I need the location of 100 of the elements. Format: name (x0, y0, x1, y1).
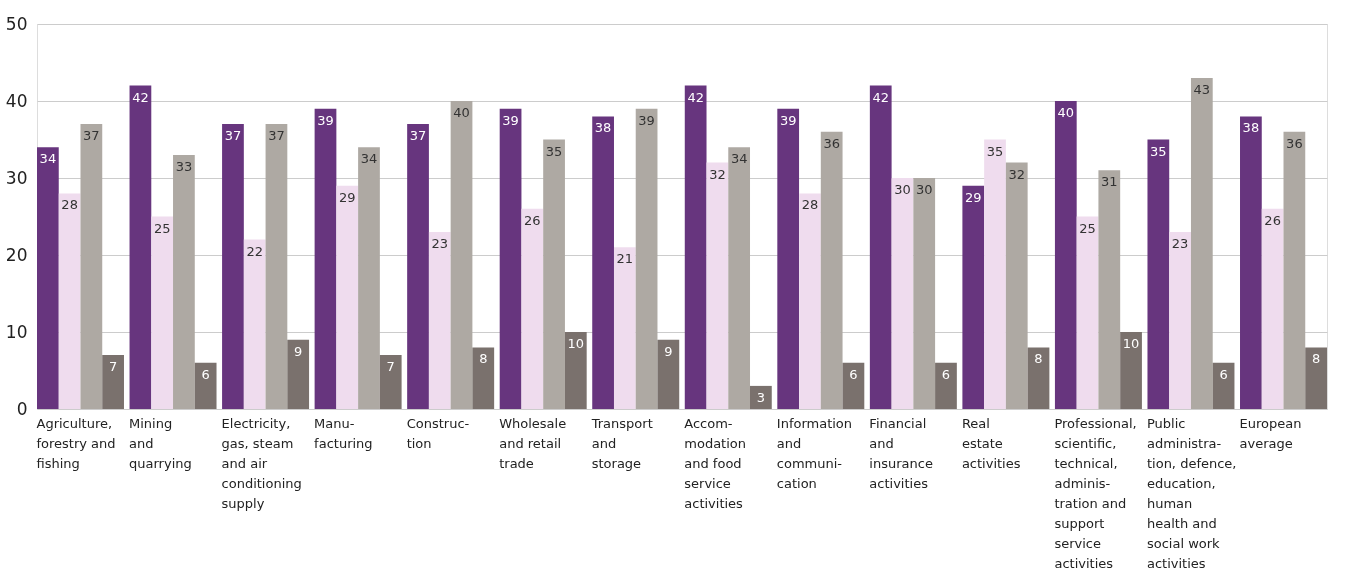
data-label: 9 (294, 343, 303, 359)
bar (407, 124, 429, 409)
y-tick-label: 20 (5, 244, 28, 265)
bar (1240, 116, 1262, 409)
bar (684, 85, 707, 409)
data-label: 37 (268, 128, 285, 144)
x-tick-label: Wholesale and retail trade (499, 415, 567, 471)
data-label: 39 (638, 112, 655, 128)
data-label: 32 (1008, 166, 1026, 182)
x-tick-label: Transport and storage (590, 415, 653, 471)
bar (80, 124, 103, 409)
data-label: 34 (39, 151, 57, 167)
data-label: 28 (801, 197, 819, 213)
data-label: 10 (567, 336, 585, 351)
data-label: 38 (594, 120, 612, 136)
bar (1076, 216, 1099, 409)
data-label: 29 (964, 189, 982, 205)
data-label: 21 (616, 251, 634, 267)
bar (635, 108, 658, 409)
bar (428, 231, 451, 409)
bar (962, 185, 985, 409)
data-label: 37 (83, 128, 100, 144)
bar (243, 239, 266, 409)
data-label: 33 (175, 158, 193, 174)
data-label: 30 (915, 182, 933, 197)
data-label: 39 (502, 112, 519, 128)
data-label: 6 (849, 366, 858, 382)
x-tick-label: Agriculture, forestry and fishing (36, 415, 116, 471)
data-label: 42 (132, 89, 149, 105)
bar (358, 147, 380, 409)
data-label: 8 (479, 351, 488, 367)
data-label: 35 (545, 143, 563, 159)
y-tick-label: 40 (5, 90, 28, 111)
data-label: 42 (687, 89, 704, 105)
bar (842, 362, 865, 409)
bar (1261, 208, 1284, 409)
data-label: 8 (1034, 351, 1043, 367)
data-label: 26 (524, 212, 541, 228)
x-tick-label: Professional, scientific, technical, adminis- tration and support service activities (1054, 415, 1137, 571)
data-label: 26 (1264, 212, 1281, 228)
x-tick-label: Real estate activities (961, 415, 1021, 471)
bar (222, 124, 244, 409)
data-label: 7 (386, 359, 395, 375)
bar (1283, 131, 1306, 409)
y-tick-label: 10 (5, 321, 28, 342)
bar (592, 116, 614, 409)
bar (194, 362, 217, 409)
x-tick-label: Mining and quarrying (129, 415, 192, 471)
bar (913, 178, 936, 409)
data-label: 29 (338, 189, 356, 205)
data-label: 43 (1193, 81, 1211, 97)
data-label: 37 (224, 128, 242, 144)
data-label: 32 (709, 166, 726, 182)
bar (336, 185, 359, 409)
y-tick-label: 50 (5, 13, 28, 34)
data-label: 30 (894, 182, 911, 197)
bar (287, 339, 310, 409)
data-label: 6 (941, 366, 951, 382)
x-tick-label: Electricity, gas, steam and air conditioning supply (221, 415, 302, 511)
data-label: 23 (1171, 235, 1189, 251)
data-label: 28 (61, 197, 78, 213)
data-label: 35 (986, 143, 1004, 159)
data-label: 10 (1122, 336, 1140, 351)
data-label: 40 (1057, 105, 1075, 120)
bar (1212, 362, 1235, 409)
data-label: 39 (317, 112, 334, 128)
bar (1005, 162, 1028, 409)
bar (129, 85, 152, 409)
x-tick-label: Financial and insurance activities (869, 415, 933, 491)
data-label: 3 (756, 389, 766, 405)
data-label: 8 (1311, 351, 1321, 367)
bar (450, 101, 473, 409)
data-label: 42 (872, 89, 889, 105)
data-label: 25 (153, 220, 171, 236)
bar (1147, 139, 1170, 409)
bar (37, 147, 59, 409)
data-label: 37 (409, 128, 427, 144)
data-label: 22 (246, 243, 263, 259)
bar (799, 193, 821, 409)
bar (613, 247, 636, 409)
bar (1120, 332, 1142, 409)
bar (657, 339, 680, 409)
bar (379, 355, 402, 409)
y-tick-label: 0 (16, 398, 28, 419)
x-tick-label: Information and communi- cation (776, 415, 853, 491)
bar (1305, 347, 1327, 409)
x-tick-label: Manu- facturing (314, 415, 373, 451)
bar (472, 347, 495, 409)
bar (102, 355, 124, 409)
data-label: 36 (823, 135, 840, 151)
data-label: 6 (1219, 366, 1228, 382)
x-tick-label: European average (1239, 415, 1302, 451)
bar (1098, 170, 1121, 409)
bar (984, 139, 1006, 409)
bar (1190, 77, 1213, 409)
x-tick-label: Public administra- tion, defence, education, human health and social work activities (1146, 415, 1237, 571)
data-label: 6 (201, 366, 210, 382)
data-label: 23 (431, 235, 449, 251)
bar (151, 216, 174, 409)
bar (1027, 347, 1050, 409)
